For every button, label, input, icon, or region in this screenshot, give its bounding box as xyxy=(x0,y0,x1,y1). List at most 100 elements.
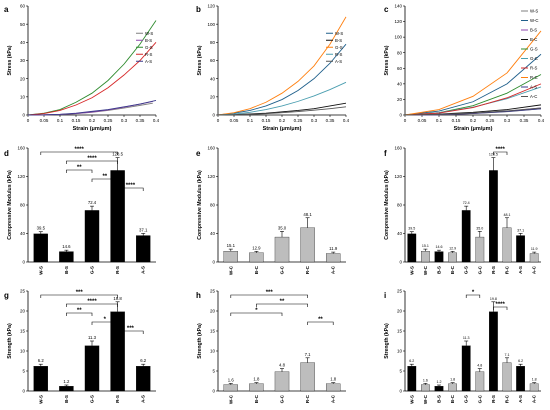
panel-a: a Stress (kPa) 0 10 20 30 40 50 60 0 0.05 0.1 0.15 0.… xyxy=(4,4,160,132)
bar-a-s xyxy=(136,235,151,263)
significance-bracket xyxy=(66,160,118,164)
x-tick-label: 0.2 xyxy=(470,118,477,123)
legend-label: A-S xyxy=(145,59,152,64)
y-tick-label: 40 xyxy=(20,40,26,45)
panel-letter: e xyxy=(196,149,201,158)
data-label: 19.8 xyxy=(490,297,497,301)
x-tick-label: A-S xyxy=(141,266,146,274)
y-tick-label: 160 xyxy=(207,146,215,151)
y-axis-label: Compressive Modulus (kPa) xyxy=(384,170,390,240)
data-label: 7.1 xyxy=(305,352,312,357)
data-label: 15.1 xyxy=(227,243,236,248)
x-tick-label: 0 xyxy=(404,118,407,123)
y-tick-label: 20 xyxy=(397,309,403,314)
legend-label: B-C xyxy=(530,37,537,42)
y-tick-label: 0 xyxy=(212,260,215,265)
data-label: 4.8 xyxy=(477,364,482,368)
y-axis-label: Compressive Modulus (kPa) xyxy=(7,170,13,240)
x-axis-label: Strain (μm/μm) xyxy=(73,126,112,132)
panel-letter: b xyxy=(196,5,201,14)
x-tick-label: G-C xyxy=(280,394,285,403)
x-tick-label: 0.25 xyxy=(294,118,303,123)
y-tick-label: 80 xyxy=(210,40,216,45)
significance-label: ** xyxy=(77,165,82,171)
data-label: 12.9 xyxy=(449,246,456,250)
bar-w-s xyxy=(407,233,417,263)
data-label: 1.6 xyxy=(228,377,235,382)
significance-label: **** xyxy=(126,183,136,189)
y-tick-label: 80 xyxy=(397,203,403,208)
panel-letter: g xyxy=(4,291,9,300)
x-tick-label: G-C xyxy=(477,394,482,403)
x-tick-label: B-C xyxy=(254,394,259,403)
panel-c: c Stress (kPa) 0 20 40 60 80 100 120 140 0 0.05 0.1 0… xyxy=(384,4,545,132)
x-tick-label: W-S xyxy=(38,266,43,275)
bar-a-s xyxy=(516,366,525,392)
y-axis-label: Strength (kPa) xyxy=(7,323,13,359)
bar-g-c xyxy=(475,371,485,392)
data-label: 1.8 xyxy=(330,377,337,382)
bar-g-s xyxy=(84,345,100,392)
x-tick-label: 0.3 xyxy=(121,118,128,123)
data-label: 6.2 xyxy=(518,359,523,363)
x-tick-label: A-C xyxy=(532,394,537,403)
panel-letter: i xyxy=(384,291,386,300)
bar-b-c xyxy=(448,252,457,263)
y-tick-label: 20 xyxy=(397,97,403,102)
series-line-r-c xyxy=(404,30,542,116)
significance-bracket xyxy=(230,312,283,316)
series-line-w-s xyxy=(217,43,347,116)
significance-bracket xyxy=(117,187,144,191)
y-tick-label: 0 xyxy=(22,260,25,265)
significance-label: **** xyxy=(496,302,506,308)
x-tick-label: R-S xyxy=(491,266,496,274)
y-axis-label: Strength (kPa) xyxy=(384,323,390,359)
significance-bracket xyxy=(40,151,118,155)
data-label: 1.8 xyxy=(253,377,260,382)
y-tick-label: 0 xyxy=(399,260,402,265)
x-tick-label: 0.05 xyxy=(40,118,49,123)
y-tick-label: 20 xyxy=(210,94,216,99)
series-line-g-s xyxy=(27,20,157,116)
y-tick-label: 140 xyxy=(394,4,402,9)
x-tick-label: R-S xyxy=(115,395,120,403)
x-tick-label: B-C xyxy=(450,394,455,403)
y-tick-label: 15 xyxy=(20,329,26,334)
x-tick-label: B-C xyxy=(450,265,455,274)
data-label: 1.2 xyxy=(437,380,442,384)
series-line-w-c xyxy=(404,53,542,116)
x-tick-label: 0.15 xyxy=(72,118,81,123)
y-tick-label: 25 xyxy=(210,289,216,294)
x-tick-label: 0.35 xyxy=(326,118,335,123)
x-tick-label: W-C xyxy=(228,394,233,404)
y-axis-label: Stress (kPa) xyxy=(197,45,203,75)
significance-label: ** xyxy=(102,174,107,180)
bar-r-c xyxy=(300,227,315,263)
panel-letter: d xyxy=(4,149,9,158)
x-tick-label: A-C xyxy=(331,394,336,403)
significance-bracket xyxy=(91,321,118,325)
x-tick-label: 0.3 xyxy=(504,118,511,123)
series-line-a-c xyxy=(404,107,542,116)
bar-w-s xyxy=(33,233,48,263)
legend-label: R-C xyxy=(530,75,538,80)
legend-label: G-S xyxy=(530,47,538,52)
x-tick-label: A-C xyxy=(331,265,336,274)
data-label: 1.6 xyxy=(423,378,428,382)
x-tick-label: 0.2 xyxy=(279,118,286,123)
bar-g-c xyxy=(475,236,485,263)
x-tick-label: B-S xyxy=(64,395,69,403)
significance-label: * xyxy=(472,290,475,296)
y-tick-label: 40 xyxy=(20,231,26,236)
data-label: 72.4 xyxy=(88,200,97,205)
bar-b-s xyxy=(59,251,74,263)
data-label: 1.8 xyxy=(450,378,455,382)
data-label: 35.0 xyxy=(476,226,483,230)
data-label: 72.4 xyxy=(463,201,470,205)
bar-g-s xyxy=(84,210,100,263)
significance-label: **** xyxy=(496,147,506,153)
bar-g-c xyxy=(274,371,290,392)
data-label: 11.9 xyxy=(329,246,338,251)
data-label: 37.1 xyxy=(517,228,524,232)
